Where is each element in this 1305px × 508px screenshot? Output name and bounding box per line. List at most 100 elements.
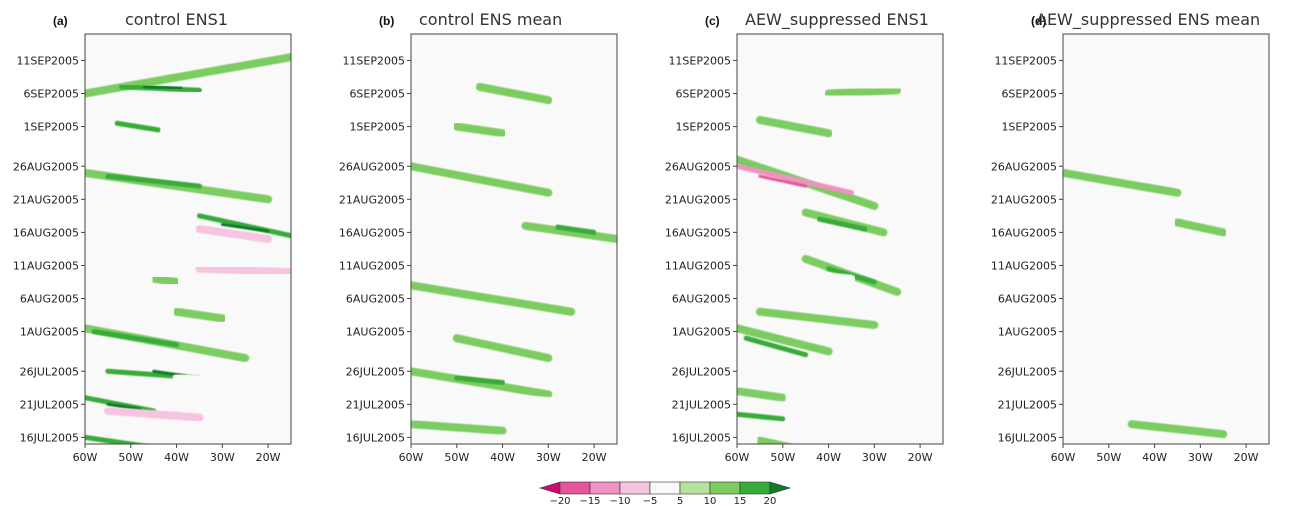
y-tick-label: 26JUL2005 [672, 365, 731, 378]
contour-band [411, 367, 553, 399]
y-tick-label: 1AUG2005 [998, 326, 1057, 339]
x-tick-label: 30W [210, 451, 235, 464]
y-tick-label: 1SEP2005 [675, 121, 731, 134]
y-tick-label: 1SEP2005 [23, 121, 79, 134]
panel-title: AEW_suppressed ENS mean [1036, 10, 1260, 30]
panel-frame [736, 33, 944, 445]
y-tick-label: 6SEP2005 [675, 88, 731, 101]
y-tick-label: 26JUL2005 [346, 365, 405, 378]
x-tick-label: 50W [770, 451, 795, 464]
colorbar-segment [589, 481, 621, 495]
colorbar-extend-high [769, 481, 792, 495]
y-tick-label: 16JUL2005 [20, 431, 79, 444]
contour-band [85, 281, 190, 303]
contour-band [85, 251, 181, 270]
contour-band [554, 224, 597, 235]
contour-band [149, 274, 181, 286]
y-tick-label: 11SEP2005 [16, 54, 79, 67]
contour-band [196, 213, 291, 239]
colorbar: −20 −15 −10 −5 5 10 15 20 [538, 481, 792, 507]
y-tick-label: 21AUG2005 [991, 193, 1057, 206]
x-tick-label: 60W [399, 451, 424, 464]
panel-frame [1062, 33, 1270, 445]
x-tick-label: 20W [256, 451, 281, 464]
y-tick-label: 1SEP2005 [1001, 121, 1057, 134]
contour-band [498, 420, 599, 435]
panels: (a) control ENS1 16JUL2005 21JUL2005 26JUL20… [13, 10, 1270, 464]
colorbar-tick-label: −20 [549, 496, 570, 507]
y-tick-label: 21JUL2005 [998, 398, 1057, 411]
x-tick-label: 30W [1188, 451, 1213, 464]
panel-frame [84, 33, 292, 445]
colorbar-tick-label: −5 [643, 496, 658, 507]
contour-band [498, 393, 599, 409]
colorbar-tick-label: −15 [579, 496, 600, 507]
colorbar-tick-label: 5 [677, 496, 683, 507]
contour-band [149, 420, 291, 442]
y-tick-label: 1AUG2005 [672, 326, 731, 339]
contour-band [916, 413, 943, 435]
contour-band [743, 335, 809, 358]
contour-band [755, 436, 795, 444]
x-tick-label: 30W [536, 451, 561, 464]
x-tick-label: 40W [490, 451, 515, 464]
y-tick-label: 6AUG2005 [346, 293, 405, 306]
panel-4: (d)AEW_suppressed ENS mean 16JUL2005 21JUL… [991, 10, 1270, 464]
contour-band [737, 411, 786, 422]
y-tick-label: 16AUG2005 [339, 226, 405, 239]
y-tick-label: 11AUG2005 [13, 259, 79, 272]
contour-band [755, 115, 833, 138]
contour-band [475, 82, 553, 105]
panel-label: (c) [705, 14, 720, 28]
y-tick-label: 16AUG2005 [665, 226, 731, 239]
y-tick-label: 11AUG2005 [665, 259, 731, 272]
contour-band [737, 340, 810, 369]
colorbar-segment [739, 481, 771, 495]
x-tick-label: 40W [816, 451, 841, 464]
panel-title: control ENS mean [419, 10, 562, 29]
panel-background [1063, 34, 1269, 444]
y-tick-label: 11SEP2005 [994, 54, 1057, 67]
panel-3: (c) AEW_suppressed ENS1 16JUL2005 21JUL2005… [665, 10, 944, 464]
panel-title: AEW_suppressed ENS1 [745, 10, 929, 30]
y-tick-label: 21JUL2005 [20, 398, 79, 411]
contour-band [475, 277, 553, 293]
colorbar-tick-label: −10 [609, 496, 630, 507]
contour-band [143, 85, 183, 90]
y-tick-label: 1AUG2005 [20, 326, 79, 339]
y-tick-label: 1SEP2005 [349, 121, 405, 134]
contour-bands [737, 86, 943, 444]
panel-label: (d) [1031, 14, 1046, 28]
contour-band [737, 163, 854, 196]
y-tick-label: 26AUG2005 [665, 160, 731, 173]
y-tick-label: 6SEP2005 [23, 88, 79, 101]
contour-bands [411, 82, 617, 435]
panel-2: (b) control ENS mean 16JUL2005 21JUL2005 26J… [339, 10, 618, 464]
contour-band [755, 307, 879, 329]
y-tick-label: 21JUL2005 [346, 398, 405, 411]
x-tick-label: 30W [862, 451, 887, 464]
contour-band [778, 268, 856, 283]
contour-band [411, 403, 507, 422]
contour-bands [1063, 168, 1269, 439]
contour-band [195, 225, 273, 243]
contour-bands [85, 53, 291, 444]
colorbar-extend-low [538, 481, 561, 495]
contour-band [1173, 218, 1228, 237]
colorbar-tick-label: 15 [734, 496, 747, 507]
panel-label: (a) [53, 14, 68, 28]
y-tick-label: 26AUG2005 [339, 160, 405, 173]
contour-band [452, 122, 507, 138]
y-tick-label: 16AUG2005 [13, 226, 79, 239]
contour-band [824, 86, 902, 98]
y-tick-label: 21AUG2005 [13, 193, 79, 206]
colorbar-tick-label: 10 [704, 496, 717, 507]
colorbar-segment [559, 481, 591, 495]
y-tick-label: 1AUG2005 [346, 326, 405, 339]
colorbar-segment [619, 481, 651, 495]
contour-band [737, 387, 787, 402]
x-tick-label: 20W [908, 451, 933, 464]
y-tick-label: 16AUG2005 [991, 226, 1057, 239]
contour-band [498, 241, 599, 260]
